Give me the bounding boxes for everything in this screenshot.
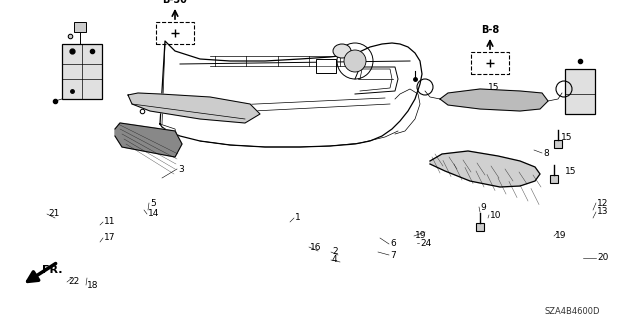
Text: B-8: B-8 [481, 25, 499, 35]
FancyBboxPatch shape [62, 44, 102, 99]
Polygon shape [430, 151, 540, 187]
Text: 10: 10 [490, 211, 502, 219]
Text: 19: 19 [415, 232, 426, 241]
Text: 22: 22 [68, 278, 79, 286]
Text: 15: 15 [488, 84, 499, 93]
Ellipse shape [333, 44, 351, 58]
FancyBboxPatch shape [565, 69, 595, 114]
Text: 3: 3 [178, 165, 184, 174]
Text: 15: 15 [561, 132, 573, 142]
Text: 4: 4 [332, 256, 338, 264]
Circle shape [344, 50, 366, 72]
Text: 7: 7 [390, 250, 396, 259]
Text: 12: 12 [597, 198, 609, 207]
Text: FR.: FR. [42, 265, 63, 275]
Text: 11: 11 [104, 218, 115, 226]
Text: 19: 19 [555, 232, 566, 241]
Polygon shape [115, 123, 182, 157]
Text: 6: 6 [390, 240, 396, 249]
Bar [74, 22, 86, 32]
Text: 20: 20 [597, 254, 609, 263]
Bar [476, 223, 484, 231]
Text: 24: 24 [420, 239, 431, 248]
Text: 1: 1 [295, 213, 301, 222]
Bar [550, 175, 558, 183]
Text: 16: 16 [310, 242, 321, 251]
Polygon shape [440, 89, 548, 111]
Bar [471, 52, 509, 74]
Text: B-50: B-50 [163, 0, 188, 5]
Bar [554, 140, 562, 148]
Text: 17: 17 [104, 234, 115, 242]
Text: 14: 14 [148, 210, 159, 219]
Bar [156, 22, 194, 44]
Text: 5: 5 [150, 198, 156, 207]
Text: 21: 21 [48, 210, 60, 219]
Text: 2: 2 [332, 248, 338, 256]
Polygon shape [128, 93, 260, 123]
Text: 15: 15 [565, 167, 577, 176]
Text: 13: 13 [597, 207, 609, 217]
Bar [316, 59, 336, 73]
Text: 8: 8 [543, 149, 548, 158]
Text: 18: 18 [87, 280, 99, 290]
Text: SZA4B4600D: SZA4B4600D [545, 307, 600, 315]
Text: 9: 9 [480, 203, 486, 211]
